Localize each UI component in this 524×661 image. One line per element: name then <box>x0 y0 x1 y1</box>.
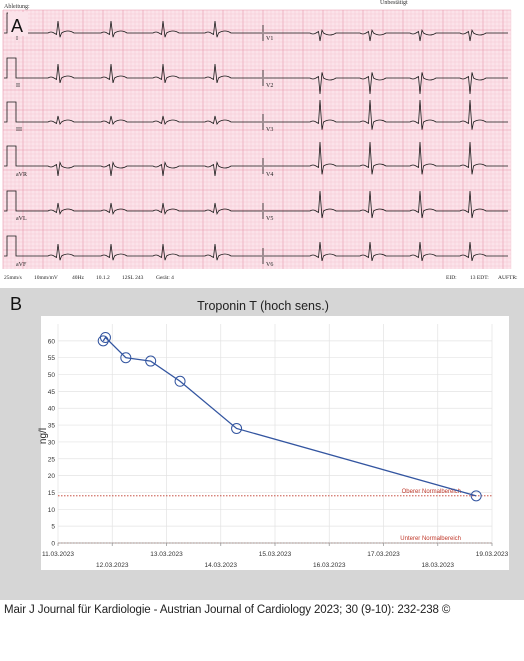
panel-a-label: A <box>11 16 23 36</box>
panel-label-bg <box>8 12 28 36</box>
ecg-lead-label: V2 <box>266 83 273 89</box>
ecg-lead-label: V3 <box>266 127 273 133</box>
chart-title: Troponin T (hoch sens.) <box>197 299 329 313</box>
y-tick-label: 5 <box>51 524 55 531</box>
ecg-trace <box>4 101 262 126</box>
ecg-trace <box>4 57 262 84</box>
ecg-trace <box>264 241 508 262</box>
ecg-footer-text: 10.1.2 <box>96 275 110 281</box>
ecg-lead-label: V5 <box>266 216 273 222</box>
x-tick-label: 18.03.2023 <box>421 562 454 569</box>
y-tick-label: 20 <box>48 473 56 480</box>
y-tick-label: 55 <box>48 355 56 362</box>
ecg-trace <box>264 99 508 130</box>
ecg-lead-label: aVR <box>16 172 27 178</box>
data-point <box>231 422 243 434</box>
ecg-footer-text: 40Hz <box>72 275 84 281</box>
ecg-lead-label: V6 <box>266 262 273 268</box>
ecg-figure: Ableitung: Unbestätigt A IIIIIIaVRaVLaVF… <box>2 0 518 281</box>
ecg-footer-text: EID: <box>446 275 457 281</box>
x-tick-label: 17.03.2023 <box>367 551 400 558</box>
y-tick-label: 0 <box>51 541 55 548</box>
x-tick-label: 13.03.2023 <box>150 551 183 558</box>
y-tick-label: 15 <box>48 490 56 497</box>
data-point <box>97 335 109 347</box>
ecg-trace <box>4 235 262 261</box>
ecg-lead-label: V1 <box>266 36 273 42</box>
ecg-trace <box>4 145 262 177</box>
y-tick-label: 10 <box>48 507 56 514</box>
data-point <box>174 375 186 387</box>
y-tick-label: 35 <box>48 423 56 430</box>
ecg-trace <box>4 190 262 215</box>
ecg-trace <box>4 12 262 38</box>
data-point <box>145 355 157 367</box>
data-point <box>99 331 111 343</box>
ecg-lead-label: V4 <box>266 172 273 178</box>
ecg-trace <box>264 141 508 175</box>
y-tick-label: 50 <box>48 372 56 379</box>
y-tick-label: 40 <box>48 406 56 413</box>
ecg-lead-label: II <box>16 83 20 89</box>
ecg-footer: 25mm/s 10mm/mV 40Hz 10.1.2 12SL 243 Gerät: 4 E… <box>4 275 518 281</box>
reference-line-label: Oberer Normalbereich <box>402 489 461 495</box>
ecg-lead-label: aVF <box>16 262 27 268</box>
ecg-trace <box>264 190 508 219</box>
x-tick-label: 15.03.2023 <box>259 551 292 558</box>
data-point <box>120 352 132 364</box>
ecg-footer-text: 13 EDT: <box>470 275 489 281</box>
troponin-chart: B Troponin T (hoch sens.) Oberer Normalb… <box>10 294 509 570</box>
ecg-footer-text: AUFTR: <box>498 275 518 281</box>
ecg-footer-text: 25mm/s <box>4 275 22 281</box>
ecg-panel: Ableitung: Unbestätigt A I II III aVR aVL aVF… <box>0 0 524 288</box>
series-line <box>102 336 477 497</box>
troponin-panel: B Troponin T (hoch sens.) Oberer Normalb… <box>0 288 524 600</box>
x-tick-label: 14.03.2023 <box>204 562 237 569</box>
ecg-header-left: Ableitung: <box>4 4 30 10</box>
y-tick-label: 25 <box>48 456 56 463</box>
ecg-lead-label: I <box>16 36 18 42</box>
ecg-paper <box>3 10 511 269</box>
ecg-header-right: Unbestätigt <box>380 0 408 6</box>
axes: 0 5 10 15 20 25 30 35 40 45 50 55 60 11.03.2023 13.03.… <box>42 338 509 569</box>
y-tick-label: 60 <box>48 338 56 345</box>
ecg-footer-text: 10mm/mV <box>34 275 58 281</box>
ecg-footer-text: 12SL 243 <box>122 275 144 281</box>
x-tick-label: 11.03.2023 <box>42 551 74 558</box>
ecg-traces <box>4 12 508 264</box>
x-tick-label: 19.03.2023 <box>476 551 509 558</box>
ecg-lead-label: III <box>16 127 22 133</box>
ecg-trace <box>264 72 508 95</box>
y-tick-label: 30 <box>48 439 56 446</box>
x-tick-label: 12.03.2023 <box>96 562 129 569</box>
x-tick-label: 16.03.2023 <box>313 562 346 569</box>
ecg-footer-text: Gerät: 4 <box>156 275 174 281</box>
data-point <box>470 490 482 502</box>
y-axis-label: ng/l <box>38 428 49 444</box>
reference-line-label: Unterer Normalbereich <box>400 536 461 542</box>
data-series <box>97 331 482 502</box>
ecg-lead-label: aVL <box>16 216 27 222</box>
ecg-trace <box>264 29 508 42</box>
y-tick-label: 45 <box>48 389 56 396</box>
panel-b-label: B <box>10 294 22 314</box>
figure-caption: Mair J Journal für Kardiologie - Austria… <box>4 604 451 616</box>
